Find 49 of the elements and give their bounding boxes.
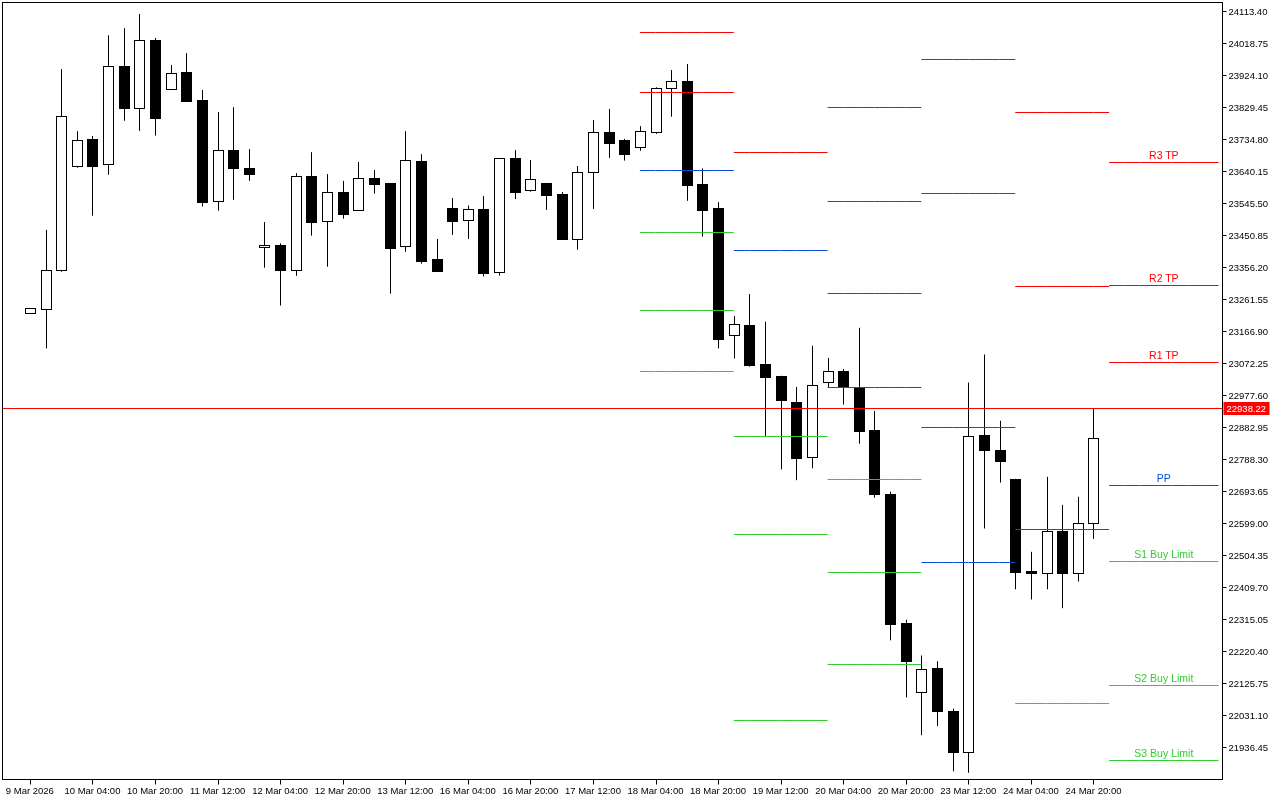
y-tick-label: 22504.35 <box>1228 550 1269 561</box>
y-tick-label: 22977.60 <box>1228 390 1269 401</box>
x-tick-label: 24 Mar 20:00 <box>1065 784 1122 796</box>
x-tick-label: 20 Mar 20:00 <box>877 784 934 796</box>
x-tick-label: 9 Mar 2026 <box>5 784 54 796</box>
x-tick-label: 19 Mar 12:00 <box>752 784 809 796</box>
y-tick-label: 23261.55 <box>1228 294 1269 305</box>
y-tick-label: 23924.10 <box>1228 70 1269 81</box>
y-tick-label: 22315.05 <box>1228 614 1269 625</box>
x-tick-label: 12 Mar 20:00 <box>314 784 371 796</box>
series-label: S2 Buy Limit <box>1134 671 1194 684</box>
y-tick-label: 22693.65 <box>1228 486 1269 497</box>
series-label: S1 Buy Limit <box>1134 547 1194 560</box>
y-tick-label: 22031.10 <box>1228 710 1269 721</box>
x-tick-label: 24 Mar 04:00 <box>1002 784 1059 796</box>
y-tick-label: 22599.00 <box>1228 518 1269 529</box>
series-label: R3 TP <box>1149 148 1179 161</box>
y-tick-label: 23166.90 <box>1228 326 1269 337</box>
x-tick-label: 18 Mar 04:00 <box>627 784 684 796</box>
y-tick-label: 23734.80 <box>1228 134 1269 145</box>
x-tick-label: 18 Mar 20:00 <box>690 784 747 796</box>
y-tick-label: 22882.95 <box>1228 422 1269 433</box>
series-label: S3 Buy Limit <box>1134 746 1194 759</box>
x-tick-label: 10 Mar 20:00 <box>127 784 183 796</box>
y-tick-label: 23545.50 <box>1228 198 1269 209</box>
x-tick-label: 16 Mar 20:00 <box>502 784 559 796</box>
x-tick-label: 11 Mar 12:00 <box>189 784 246 796</box>
x-tick-label: 10 Mar 04:00 <box>64 784 121 796</box>
y-tick-label: 24018.75 <box>1228 38 1269 49</box>
x-tick-label: 13 Mar 12:00 <box>377 784 434 796</box>
series-label: R1 TP <box>1149 348 1179 361</box>
y-tick-label: 22125.75 <box>1228 678 1269 689</box>
y-tick-label: 23356.20 <box>1228 262 1269 273</box>
y-tick-label: 23450.85 <box>1228 230 1269 241</box>
series-label: R2 TP <box>1149 271 1179 284</box>
x-tick-label: 12 Mar 04:00 <box>252 784 309 796</box>
x-tick-label: 23 Mar 12:00 <box>940 784 997 796</box>
y-tick-label: 22409.70 <box>1228 582 1269 593</box>
y-tick-label: 23829.45 <box>1228 102 1269 113</box>
y-tick-label: 24113.40 <box>1228 6 1268 17</box>
x-tick-label: 20 Mar 04:00 <box>815 784 872 796</box>
y-tick-label: 21936.45 <box>1228 742 1269 753</box>
y-tick-label: 22220.40 <box>1228 646 1269 657</box>
y-tick-label: 23072.25 <box>1228 358 1269 369</box>
y-tick-label: 22788.30 <box>1228 454 1269 465</box>
y-tick-label: 23640.15 <box>1228 166 1269 177</box>
series-label: PP <box>1156 471 1171 484</box>
x-tick-label: 16 Mar 04:00 <box>439 784 496 796</box>
x-tick-label: 17 Mar 12:00 <box>564 784 621 796</box>
